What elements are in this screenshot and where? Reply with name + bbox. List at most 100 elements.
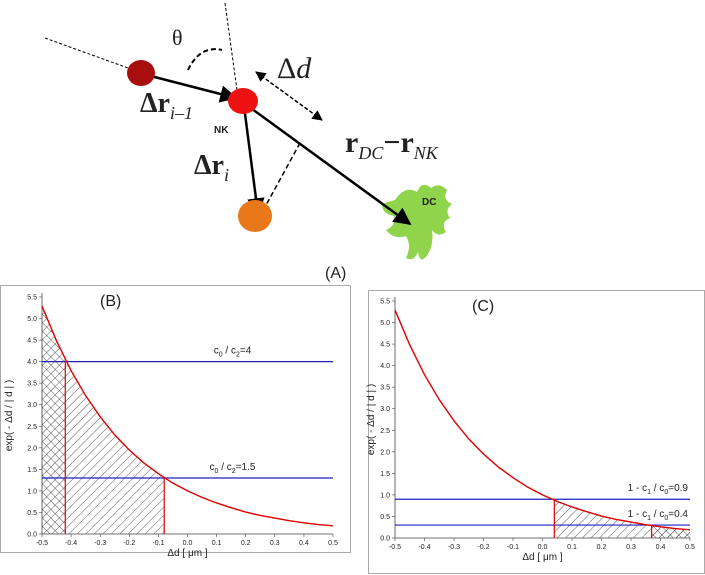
label-part: 1 - c: [628, 509, 647, 520]
y-tick-label: 5.5: [27, 295, 37, 302]
x-tick-label: 0.1: [212, 540, 222, 547]
cell: [238, 200, 272, 232]
label-part: i–1: [170, 103, 193, 123]
panel-label: (B): [100, 293, 121, 310]
x-tick-label: -0.4: [418, 544, 430, 551]
y-tick-label: 5.5: [380, 299, 390, 306]
y-tick-label: 3.5: [27, 381, 37, 388]
label-part: / c: [651, 483, 664, 494]
label-part: 2: [232, 468, 236, 475]
x-tick-label: 0.2: [597, 544, 607, 551]
dc-label: DC: [422, 197, 436, 208]
panel-frame: [0, 285, 351, 553]
label-part: 0: [664, 489, 668, 496]
x-tick-label: -0.4: [65, 540, 77, 547]
x-tick-label: -0.5: [36, 540, 48, 547]
label-part: r: [345, 126, 358, 159]
y-tick-label: 4.5: [27, 338, 37, 345]
nk-label: NK: [214, 125, 229, 136]
curve: [394, 309, 691, 531]
arrow: [247, 104, 412, 226]
label-part: c: [214, 346, 219, 357]
x-tick-label: -0.1: [507, 544, 519, 551]
label-part: Δr: [194, 150, 224, 181]
x-tick-label: 0.3: [270, 540, 280, 547]
label-part: 2: [236, 352, 240, 359]
label-part: −r: [383, 126, 413, 159]
label-part: c: [210, 462, 215, 473]
y-tick-label: 4.5: [380, 342, 390, 349]
y-tick-label: 3.5: [380, 385, 390, 392]
y-tick-label: 0.0: [27, 532, 37, 539]
y-axis-label: exp( - Δd / | d | ): [4, 380, 15, 451]
label-part: =4: [240, 346, 252, 357]
y-tick-label: 2.5: [380, 428, 390, 435]
curve: [41, 305, 334, 527]
y-tick-label: 4.0: [380, 363, 390, 370]
label-part: =0.4: [668, 509, 688, 520]
x-tick-label: -0.3: [448, 544, 460, 551]
label-part: i: [224, 165, 229, 185]
label-part: 1 - c: [628, 483, 647, 494]
dc-cell: [382, 184, 452, 260]
cell: [127, 60, 155, 86]
x-tick-label: 0.0: [538, 544, 548, 551]
delta-d-label: Δd: [277, 52, 312, 85]
x-tick-label: 0.4: [656, 544, 666, 551]
x-tick-label: 0.3: [626, 544, 636, 551]
shaded-region: [651, 525, 690, 538]
y-tick-label: 0.0: [380, 536, 390, 543]
x-axis-label: Δd [ μm ]: [167, 548, 207, 559]
label-part: Δr: [140, 88, 170, 119]
label-part: / c: [651, 509, 664, 520]
label-part: 1: [647, 515, 651, 522]
y-tick-label: 3.0: [27, 402, 37, 409]
y-axis-label: exp( - Δd / | d | ): [366, 384, 377, 455]
label-part: =0.9: [668, 483, 688, 494]
threshold-label: 1 - c1 / c0=0.4: [628, 509, 689, 522]
y-tick-label: 1.0: [27, 488, 37, 495]
y-tick-label: 1.5: [27, 467, 37, 474]
theta-label: θ: [172, 25, 183, 50]
x-tick-label: 0.5: [328, 540, 338, 547]
y-tick-label: 5.0: [27, 316, 37, 323]
dr-i-label: Δri: [194, 150, 229, 185]
x-tick-label: 0.5: [685, 544, 695, 551]
label-part: 0: [664, 515, 668, 522]
shaded-region: [42, 306, 66, 534]
nk-cell: [228, 88, 258, 114]
y-tick-label: 0.5: [380, 514, 390, 521]
y-tick-label: 0.5: [27, 510, 37, 517]
panel-label: (C): [472, 298, 494, 315]
arrow: [138, 71, 238, 103]
x-tick-label: -0.3: [94, 540, 106, 547]
x-tick-label: 0.1: [567, 544, 577, 551]
y-tick-label: 2.0: [380, 449, 390, 456]
label-part: 0: [215, 468, 219, 475]
x-tick-label: -0.5: [389, 544, 401, 551]
y-tick-label: 4.0: [27, 359, 37, 366]
panel-label: (A): [325, 265, 346, 282]
y-tick-label: 1.5: [380, 471, 390, 478]
y-tick-label: 5.0: [380, 320, 390, 327]
extension-line: [44, 37, 129, 69]
x-tick-label: 0.0: [183, 540, 193, 547]
label-part: Δ: [277, 52, 296, 85]
dr-prev-label: Δri–1: [140, 88, 193, 123]
y-tick-label: 3.0: [380, 406, 390, 413]
label-part: 0: [219, 352, 223, 359]
y-tick-label: 2.5: [27, 424, 37, 431]
label-part: DC: [357, 143, 384, 163]
arrow: [242, 105, 265, 216]
y-tick-label: 2.0: [27, 445, 37, 452]
threshold-label: c0 / c2=1.5: [210, 462, 256, 475]
extension-line: [224, 2, 238, 91]
label-part: 1: [647, 489, 651, 496]
label-part: / c: [218, 462, 231, 473]
panel-a: θ Δd Δri–1 NK Δri rDC−rNK DC (A): [44, 2, 452, 282]
x-tick-label: 0.2: [241, 540, 251, 547]
label-part: NK: [413, 143, 439, 163]
label-part: d: [296, 52, 312, 85]
x-tick-label: 0.4: [299, 540, 309, 547]
distance-arrow: [255, 71, 323, 121]
